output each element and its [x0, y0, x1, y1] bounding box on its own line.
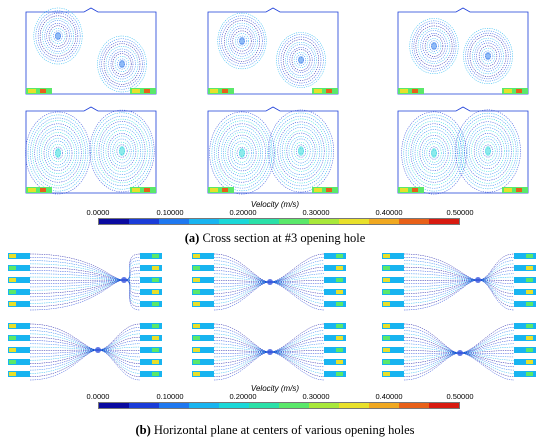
colorbar-swatch [99, 219, 129, 224]
velocity-colorbar-a: Velocity (m/s) 0.0000 0.10000 0.20000 0.… [60, 200, 490, 230]
colorbar-swatch [429, 403, 459, 408]
colorbar-tick: 0.0000 [86, 392, 110, 401]
colorbar-swatch [99, 403, 129, 408]
colorbar-tick: 0.10000 [156, 392, 184, 401]
horizontal-plane-plot-2 [190, 250, 348, 314]
velocity-colorbar-b: Velocity (m/s) 0.0000 0.10000 0.20000 0.… [60, 384, 490, 414]
colorbar-tick: 0.40000 [375, 208, 403, 217]
caption-b: (b) Horizontal plane at centers of vario… [0, 423, 550, 438]
colorbar-swatch [369, 219, 399, 224]
colorbar-tick: 0.40000 [375, 392, 403, 401]
colorbar-swatch [309, 219, 339, 224]
horizontal-plane-plot-6 [380, 320, 538, 384]
colorbar-swatch [429, 219, 459, 224]
colorbar-tick: 0.10000 [156, 208, 184, 217]
colorbar-tick: 0.20000 [229, 392, 257, 401]
colorbar-swatch [309, 403, 339, 408]
colorbar-swatch [369, 403, 399, 408]
colorbar-swatch [189, 403, 219, 408]
caption-b-label: (b) [135, 423, 151, 437]
cross-section-plot-2 [204, 6, 342, 101]
colorbar-swatch [129, 403, 159, 408]
horizontal-plane-plot-3 [380, 250, 538, 314]
colorbar-swatch [279, 403, 309, 408]
caption-a-label: (a) [184, 231, 200, 245]
colorbar-swatch [339, 403, 369, 408]
colorbar-tick: 0.30000 [302, 208, 330, 217]
cross-section-plot-4 [22, 105, 160, 200]
colorbar-swatch [219, 219, 249, 224]
colorbar-swatch [129, 219, 159, 224]
cross-section-plot-3 [394, 6, 532, 101]
colorbar-tick: 0.0000 [86, 208, 110, 217]
colorbar-swatch [159, 403, 189, 408]
caption-a: (a) Cross section at #3 opening hole [0, 231, 550, 246]
colorbar-gradient [98, 218, 460, 225]
colorbar-swatch [189, 219, 219, 224]
colorbar-swatch [249, 403, 279, 408]
colorbar-swatch [399, 219, 429, 224]
cross-section-plot-6 [394, 105, 532, 200]
colorbar-swatch [159, 219, 189, 224]
colorbar-swatch [339, 219, 369, 224]
colorbar-gradient [98, 402, 460, 409]
colorbar-swatch [399, 403, 429, 408]
horizontal-plane-plot-4 [6, 320, 164, 384]
colorbar-swatch [219, 403, 249, 408]
colorbar-tick: 0.20000 [229, 208, 257, 217]
colorbar-title: Velocity (m/s) [250, 200, 300, 209]
cross-section-plot-5 [204, 105, 342, 200]
colorbar-tick: 0.50000 [446, 392, 474, 401]
colorbar-swatch [249, 219, 279, 224]
colorbar-title: Velocity (m/s) [250, 384, 300, 393]
horizontal-plane-plot-5 [190, 320, 348, 384]
colorbar-tick: 0.50000 [446, 208, 474, 217]
colorbar-swatch [279, 219, 309, 224]
caption-b-text: Horizontal plane at centers of various o… [150, 423, 415, 437]
horizontal-plane-plot-1 [6, 250, 164, 314]
caption-a-text: Cross section at #3 opening hole [199, 231, 366, 245]
cross-section-plot-1 [22, 6, 160, 101]
colorbar-tick: 0.30000 [302, 392, 330, 401]
